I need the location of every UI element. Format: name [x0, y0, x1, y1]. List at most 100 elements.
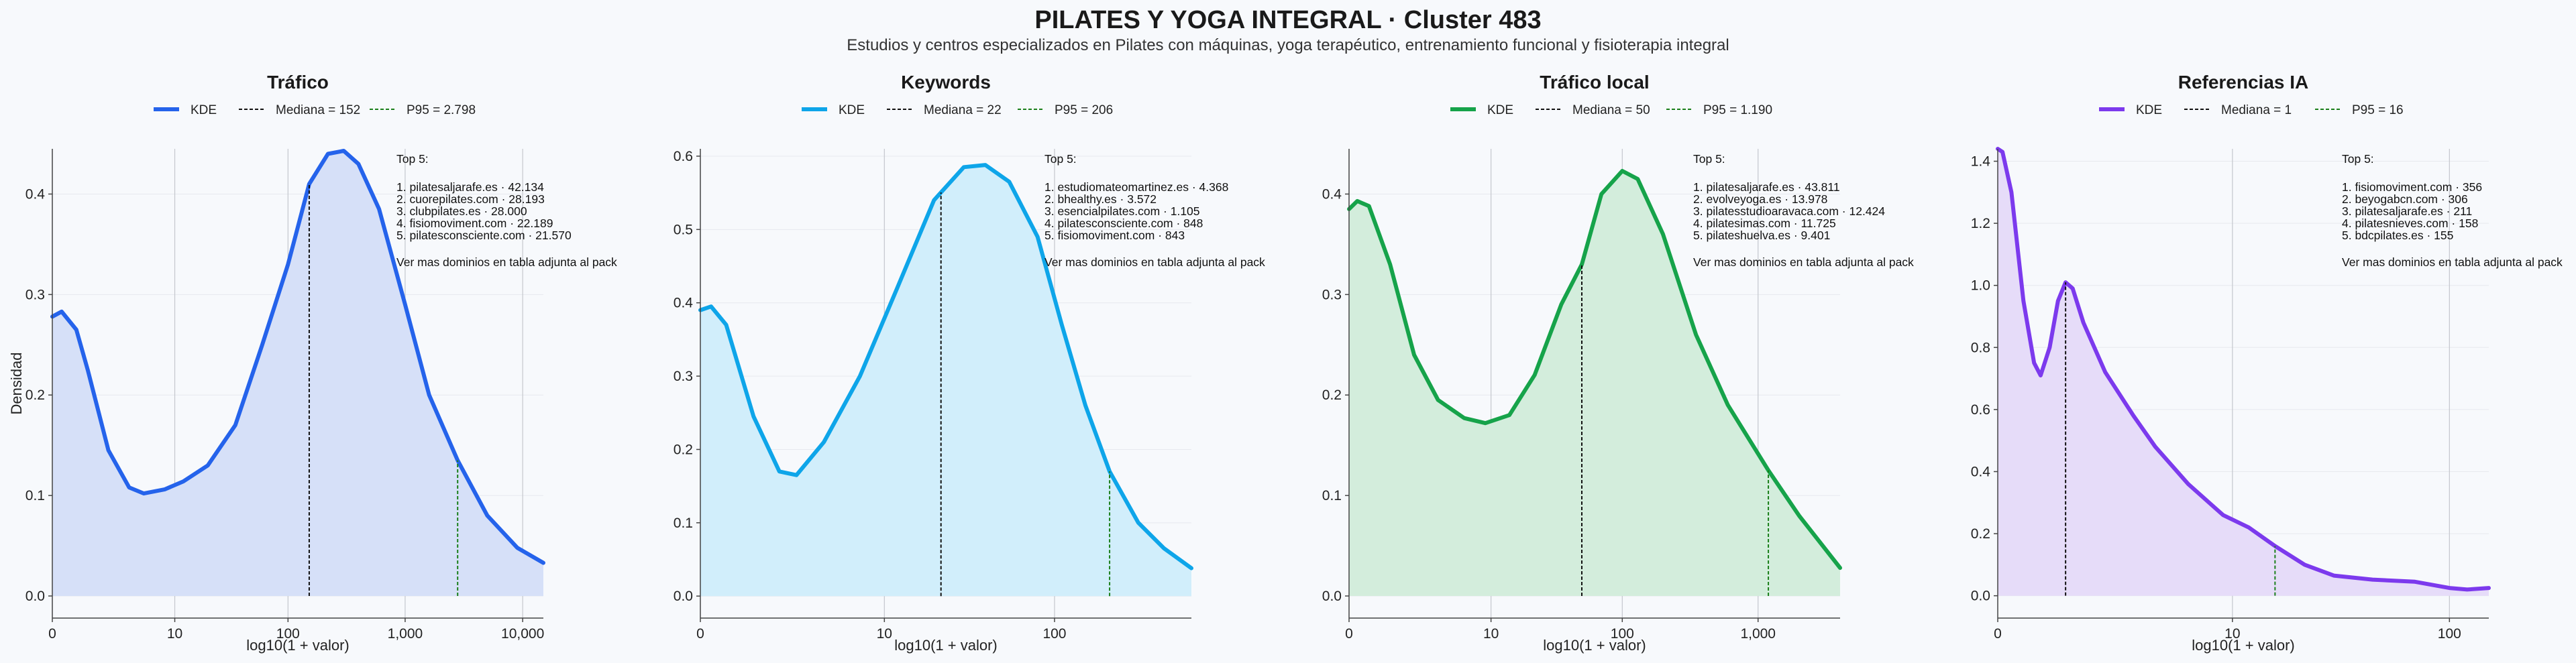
y-tick-label: 0.1 [1322, 488, 1342, 503]
panel-title: Tráfico [267, 72, 329, 93]
y-tick-label: 0.2 [1971, 526, 1990, 542]
x-axis-label: log10(1 + valor) [1543, 637, 1646, 654]
top5-annotation: Top 5: 1. estudiomateomartinez.es · 4.368… [1044, 152, 1265, 269]
y-tick-label: 0.5 [674, 222, 693, 237]
y-tick-label: 0.4 [25, 186, 46, 202]
y-tick-label: 0.2 [25, 387, 45, 403]
legend-median-label: Mediana = 22 [924, 103, 1002, 117]
legend-kde-label: KDE [191, 103, 217, 117]
panel-title: Referencias IA [2178, 72, 2309, 93]
y-tick-label: 0.4 [1971, 464, 1991, 479]
kde-line [1347, 169, 1842, 570]
figure-title: PILATES Y YOGA INTEGRAL · Cluster 483 [1034, 6, 1541, 34]
y-tick-label: 0.0 [1322, 589, 1342, 604]
top5-item: 3. pilatesaljarafe.es · 211 [2342, 204, 2472, 218]
x-tick-label: 10,000 [501, 626, 544, 642]
x-tick-label: 1,000 [388, 626, 423, 642]
y-tick-label: 0.0 [1971, 589, 1990, 604]
x-tick-label: 0 [1994, 626, 2002, 642]
top5-item: 3. clubpilates.es · 28.000 [396, 204, 527, 218]
x-tick-label: 100 [2438, 626, 2461, 642]
legend: KDE Mediana = 22 P95 = 206 [802, 103, 1113, 117]
top5-footer: Ver mas dominios en tabla adjunta al pac… [1044, 255, 1265, 269]
chart-panel: Tráfico local KDE Mediana = 50 P95 = 1.190 0… [1322, 72, 1914, 654]
legend-p95-label: P95 = 1.190 [1703, 103, 1772, 117]
legend-p95-label: P95 = 16 [2352, 103, 2404, 117]
kde-area [700, 165, 1191, 597]
top5-item: 3. esencialpilates.com · 1.105 [1044, 204, 1200, 218]
y-tick-label: 0.2 [674, 442, 693, 457]
legend-p95-label: P95 = 206 [1055, 103, 1113, 117]
legend-median-label: Mediana = 1 [2221, 103, 2292, 117]
top5-item: 3. pilatesstudioaravaca.com · 12.424 [1693, 204, 1885, 218]
top5-item: 4. pilatesnieves.com · 158 [2342, 217, 2478, 230]
top5-header: Top 5: [2342, 152, 2374, 166]
y-tick-label: 0.3 [674, 369, 693, 384]
kde-line [50, 149, 545, 565]
y-tick-label: 0.1 [674, 516, 693, 531]
kde-line [1996, 147, 2491, 592]
top5-footer: Ver mas dominios en tabla adjunta al pac… [2342, 255, 2563, 269]
y-tick-label: 0.0 [25, 589, 45, 604]
y-tick-label: 1.2 [1971, 216, 1990, 231]
x-tick-label: 10 [2224, 626, 2240, 642]
x-axis-label: log10(1 + valor) [246, 637, 349, 654]
top5-item: 1. pilatesaljarafe.es · 43.811 [1693, 180, 1840, 194]
y-tick-label: 0.8 [1971, 340, 1990, 355]
legend-median-label: Mediana = 152 [276, 103, 360, 117]
x-tick-label: 100 [1611, 626, 1634, 642]
chart-panel: Keywords KDE Mediana = 22 P95 = 206 0.0 0.1 0.… [674, 72, 1265, 654]
y-tick-label: 0.6 [674, 149, 693, 164]
kde-area [1998, 149, 2489, 596]
y-axis-label: Densidad [8, 353, 25, 415]
panel-title: Keywords [901, 72, 991, 93]
y-tick-label: 1.4 [1971, 154, 1991, 170]
y-tick-label: 0.2 [1322, 387, 1342, 403]
legend-kde-label: KDE [2136, 103, 2162, 117]
x-tick-label: 0 [1345, 626, 1353, 642]
x-tick-label: 0 [696, 626, 704, 642]
top5-item: 2. evolveyoga.es · 13.978 [1693, 192, 1827, 206]
legend-median-label: Mediana = 50 [1572, 103, 1650, 117]
chart-panel: Tráfico KDE Mediana = 152 P95 = 2.798 0.0 0.1… [8, 72, 617, 654]
x-tick-label: 100 [1042, 626, 1066, 642]
y-tick-label: 0.0 [674, 589, 693, 604]
legend: KDE Mediana = 152 P95 = 2.798 [154, 103, 476, 117]
legend-p95-label: P95 = 2.798 [407, 103, 476, 117]
panel-title: Tráfico local [1540, 72, 1649, 93]
top5-header: Top 5: [1044, 152, 1077, 166]
legend: KDE Mediana = 50 P95 = 1.190 [1450, 103, 1772, 117]
y-tick-label: 0.4 [1322, 186, 1342, 202]
top5-item: 4. fisiomoviment.com · 22.189 [396, 217, 553, 230]
top5-item: 1. estudiomateomartinez.es · 4.368 [1044, 180, 1228, 194]
top5-header: Top 5: [1693, 152, 1725, 166]
y-tick-label: 0.4 [674, 296, 694, 311]
top5-item: 2. beyogabcn.com · 306 [2342, 192, 2468, 206]
top5-item: 5. pilateshuelva.es · 9.401 [1693, 229, 1830, 242]
kde-line [698, 163, 1193, 570]
kde-area [1349, 171, 1840, 596]
top5-item: 5. pilatesconsciente.com · 21.570 [396, 229, 572, 242]
x-tick-label: 10 [1483, 626, 1499, 642]
x-tick-label: 0 [48, 626, 56, 642]
y-tick-label: 0.6 [1971, 402, 1990, 418]
legend-kde-label: KDE [1487, 103, 1513, 117]
y-tick-label: 0.3 [1322, 287, 1342, 302]
x-tick-label: 100 [276, 626, 300, 642]
top5-item: 1. pilatesaljarafe.es · 42.134 [396, 180, 544, 194]
top5-item: 5. bdcpilates.es · 155 [2342, 229, 2453, 242]
y-tick-label: 1.0 [1971, 278, 1990, 294]
top5-item: 4. pilatesconsciente.com · 848 [1044, 217, 1203, 230]
top5-item: 4. pilatesimas.com · 11.725 [1693, 217, 1836, 230]
kde-area [52, 151, 543, 596]
x-tick-label: 10 [877, 626, 892, 642]
x-tick-label: 10 [167, 626, 182, 642]
top5-footer: Ver mas dominios en tabla adjunta al pac… [1693, 255, 1914, 269]
legend: KDE Mediana = 1 P95 = 16 [2099, 103, 2404, 117]
legend-kde-label: KDE [839, 103, 865, 117]
top5-item: 5. fisiomoviment.com · 843 [1044, 229, 1185, 242]
